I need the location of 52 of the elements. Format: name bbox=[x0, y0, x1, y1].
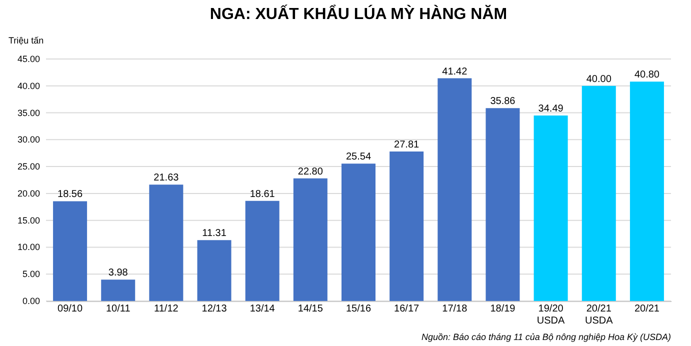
x-tick-label: 14/15 bbox=[298, 304, 324, 314]
y-tick-label: 45.00 bbox=[17, 54, 40, 64]
x-tick-label: 11/12 bbox=[154, 304, 179, 314]
bar bbox=[534, 116, 568, 301]
bar bbox=[197, 240, 232, 301]
chart-title: NGA: XUẤT KHẨU LÚA MỲ HÀNG NĂM bbox=[210, 4, 508, 23]
data-label: 34.49 bbox=[538, 104, 564, 115]
x-tick-label: 18/19 bbox=[490, 304, 516, 314]
bar bbox=[53, 201, 88, 301]
bar bbox=[630, 82, 664, 301]
x-tick-label: 15/16 bbox=[346, 304, 372, 314]
x-tick-label: 20/21 bbox=[634, 304, 660, 314]
data-label: 40.80 bbox=[634, 70, 660, 81]
x-tick-label: 12/13 bbox=[202, 304, 228, 314]
bar bbox=[101, 280, 136, 301]
x-tick-label: 17/18 bbox=[442, 304, 468, 314]
data-label: 25.54 bbox=[346, 152, 372, 163]
bar bbox=[342, 164, 376, 301]
y-tick-label: 15.00 bbox=[17, 215, 40, 226]
x-tick-label: 16/17 bbox=[394, 304, 420, 314]
y-tick-label: 40.00 bbox=[17, 80, 40, 91]
data-label: 22.80 bbox=[298, 166, 324, 178]
y-tick-label: 5.00 bbox=[22, 269, 40, 280]
bar bbox=[486, 108, 520, 301]
text: Nguồn: Báo cáo tháng 11 của Bộ nông nghiệp Hoa Kỳ (USDA) bbox=[422, 332, 671, 342]
x-tick-label: 10/11 bbox=[106, 304, 131, 314]
x-tick-label: 19/20 USDA bbox=[536, 304, 566, 326]
y-tick-label: 25.00 bbox=[17, 162, 40, 172]
y-axis-title: Triệu tấn bbox=[8, 36, 44, 46]
bar bbox=[245, 200, 280, 301]
y-tick-label: 20.00 bbox=[17, 188, 40, 198]
y-tick-label: 35.00 bbox=[17, 108, 40, 118]
data-label: 40.00 bbox=[586, 74, 612, 85]
data-label: 11.31 bbox=[202, 228, 227, 240]
y-tick-label: 0.00 bbox=[22, 296, 40, 306]
bar bbox=[438, 78, 472, 301]
data-label: 35.86 bbox=[490, 96, 516, 108]
y-tick-label: 30.00 bbox=[17, 134, 40, 145]
data-label: 18.61 bbox=[250, 188, 276, 200]
data-label: 18.56 bbox=[58, 189, 83, 200]
data-label: 27.81 bbox=[394, 139, 420, 150]
bar bbox=[390, 151, 424, 301]
x-tick-label: 09/10 bbox=[58, 304, 83, 314]
x-tick-label: 20/21 USDA bbox=[584, 304, 614, 326]
data-label: 21.63 bbox=[154, 172, 180, 184]
data-label: 41.42 bbox=[442, 66, 468, 78]
y-tick-label: 10.00 bbox=[17, 242, 40, 252]
data-label: 3.98 bbox=[108, 268, 128, 279]
bar bbox=[149, 184, 184, 301]
bar bbox=[293, 178, 328, 301]
x-tick-label: 13/14 bbox=[250, 304, 276, 314]
bar bbox=[582, 86, 616, 301]
